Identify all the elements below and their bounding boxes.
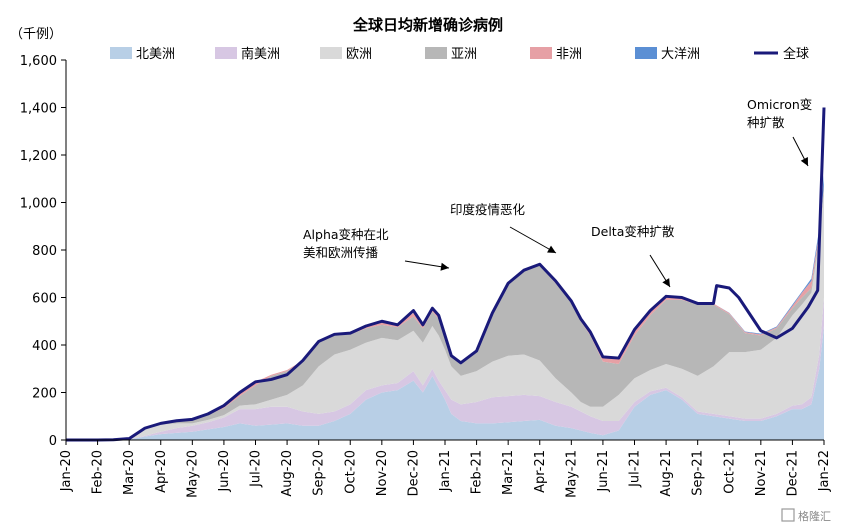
x-tick-label-1: Feb-20 (91, 450, 106, 494)
x-tick-label-14: Mar-21 (501, 450, 516, 495)
x-tick-label-8: Sep-20 (312, 450, 327, 496)
watermark-text: 格隆汇 (798, 509, 831, 523)
y-tick-label-2: 400 (32, 339, 57, 354)
x-tick-label-6: Jul-20 (249, 450, 264, 488)
legend-label-1: 南美洲 (241, 46, 280, 62)
x-tick-label-24: Jan-22 (817, 450, 832, 492)
x-tick-label-10: Nov-20 (375, 450, 390, 496)
annotation-arrowhead-0 (440, 262, 449, 271)
x-tick-label-15: Apr-21 (533, 450, 548, 493)
annotation-1-line-0: 印度疫情恶化 (450, 202, 526, 217)
legend-swatch-2 (320, 47, 342, 59)
legend-swatch-3 (425, 47, 447, 59)
y-tick-label-3: 600 (32, 292, 57, 307)
legend-swatch-1 (215, 47, 237, 59)
legend-swatch-5 (635, 47, 657, 59)
legend-swatch-4 (530, 47, 552, 59)
legend-label-6: 全球 (783, 46, 809, 62)
annotation-3-line-1: 种扩散 (747, 115, 785, 130)
area-series-2 (66, 190, 824, 440)
x-tick-label-9: Oct-20 (343, 450, 358, 494)
area-series-3 (66, 185, 824, 440)
x-tick-label-19: Aug-21 (659, 450, 674, 497)
legend-label-3: 亚洲 (451, 47, 477, 62)
x-tick-label-18: Jul-21 (628, 450, 643, 488)
chart-title: 全球日均新增确诊病例 (352, 16, 503, 34)
x-tick-label-4: May-20 (185, 450, 200, 498)
x-tick-label-7: Aug-20 (280, 450, 295, 497)
y-tick-label-8: 1,600 (20, 54, 57, 69)
y-tick-label-0: 0 (49, 434, 57, 449)
x-tick-label-21: Oct-21 (722, 450, 737, 494)
annotation-0-line-1: 美和欧洲传播 (303, 245, 379, 260)
annotation-arrowhead-2 (662, 278, 670, 287)
y-tick-label-6: 1,200 (20, 149, 57, 164)
x-tick-label-17: Jun-21 (596, 450, 611, 493)
legend-label-0: 北美洲 (136, 47, 175, 62)
y-tick-label-4: 800 (32, 244, 57, 259)
legend-label-2: 欧洲 (346, 47, 372, 62)
area-series-1 (66, 297, 824, 440)
x-tick-label-11: Dec-20 (406, 450, 421, 496)
watermark-logo-icon (781, 508, 795, 522)
annotation-arrowhead-3 (800, 157, 808, 166)
legend-label-5: 大洋洲 (661, 47, 700, 62)
total-line (66, 107, 826, 442)
x-tick-label-3: Apr-20 (154, 450, 169, 493)
x-tick-label-12: Jan-21 (438, 450, 453, 492)
area-series-0 (66, 326, 824, 440)
legend-label-4: 非洲 (556, 47, 582, 62)
y-tick-label-5: 1,000 (20, 197, 57, 212)
total-line-group (66, 107, 826, 442)
x-tick-label-23: Dec-21 (785, 450, 800, 496)
x-tick-label-13: Feb-21 (470, 450, 485, 494)
x-tick-label-0: Jan-20 (59, 450, 74, 492)
watermark: 格隆汇 (781, 508, 831, 523)
y-axis-label: （千例） (10, 27, 62, 42)
annotation-3-line-0: Omicron变 (747, 97, 812, 112)
annotation-arrow-1 (509, 226, 557, 254)
x-tick-label-5: Jun-20 (217, 450, 232, 493)
x-tick-label-16: May-21 (564, 450, 579, 498)
y-tick-label-1: 200 (32, 387, 57, 402)
annotation-2-line-0: Delta变种扩散 (591, 224, 675, 239)
x-tick-label-22: Nov-21 (754, 450, 769, 496)
legend-swatch-0 (110, 47, 132, 59)
x-tick-label-20: Sep-21 (691, 450, 706, 496)
axes: 0 200 400 600 800 1,000 1,200 1,400 1,600 Jan-20 F… (20, 54, 832, 498)
y-tick-label-7: 1,400 (20, 102, 57, 117)
stacked-areas (66, 175, 824, 440)
annotation-0-line-0: Alpha变种在北 (303, 227, 389, 242)
legend: 北美洲 南美洲 欧洲 亚洲 非洲 大洋洲 全球 (110, 46, 809, 62)
annotation-arrowhead-1 (547, 245, 556, 253)
x-tick-label-2: Mar-20 (122, 450, 137, 495)
